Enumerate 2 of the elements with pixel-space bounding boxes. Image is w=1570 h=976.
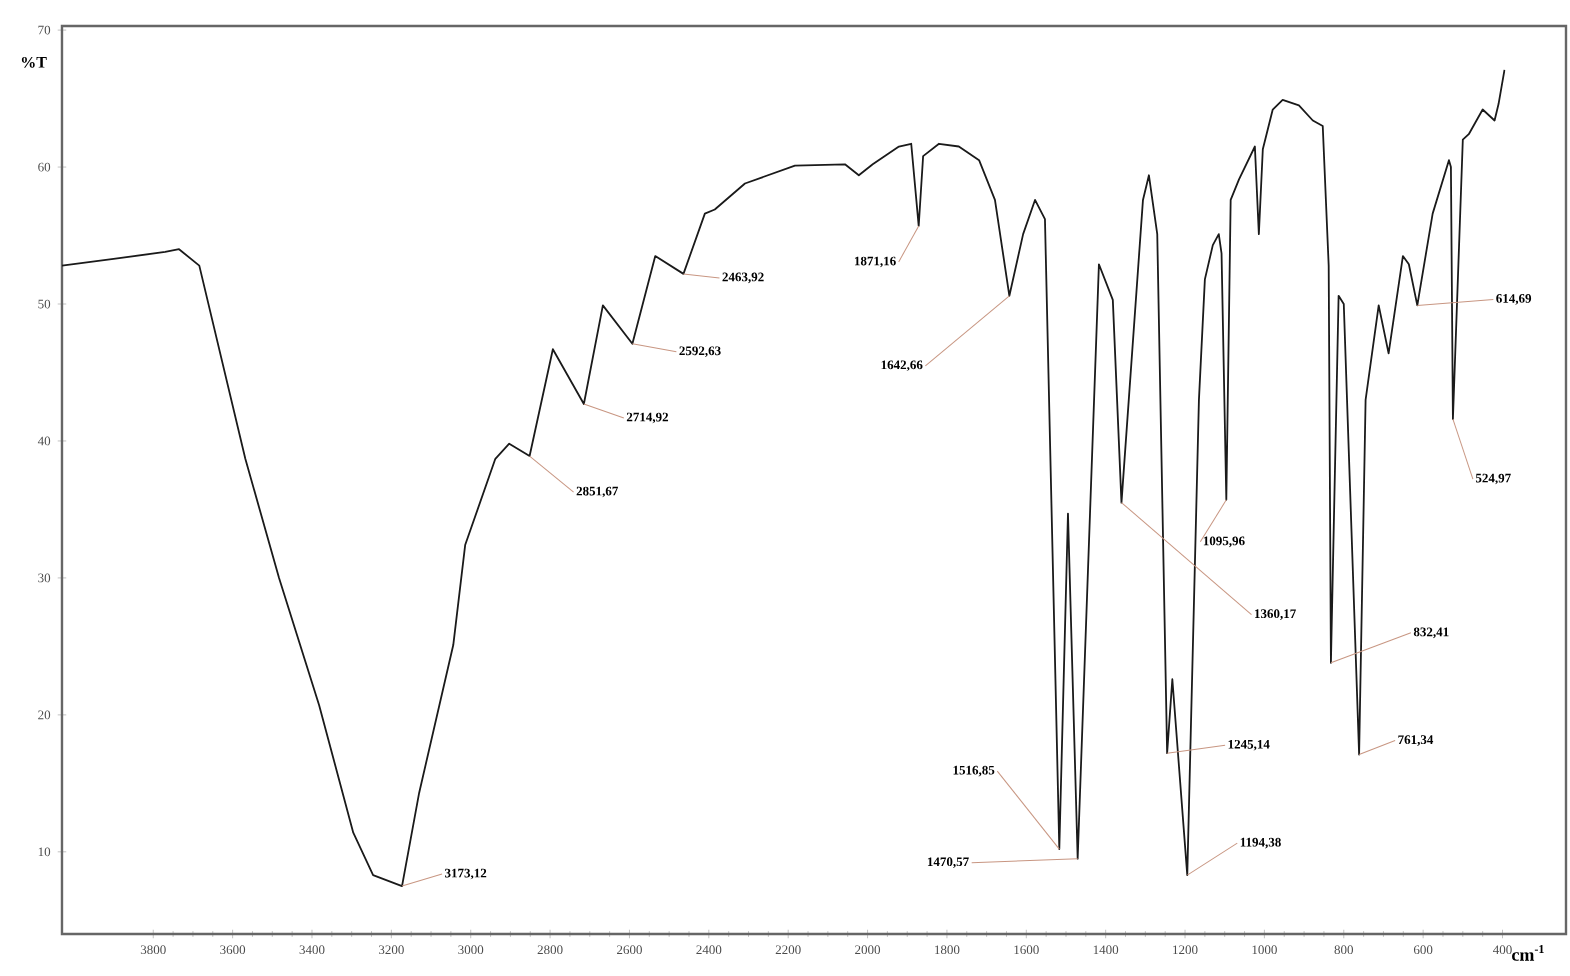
y-axis-title: %T bbox=[21, 56, 47, 68]
x-axis-title: cm$^{-1}$ bbox=[1512, 945, 1544, 961]
